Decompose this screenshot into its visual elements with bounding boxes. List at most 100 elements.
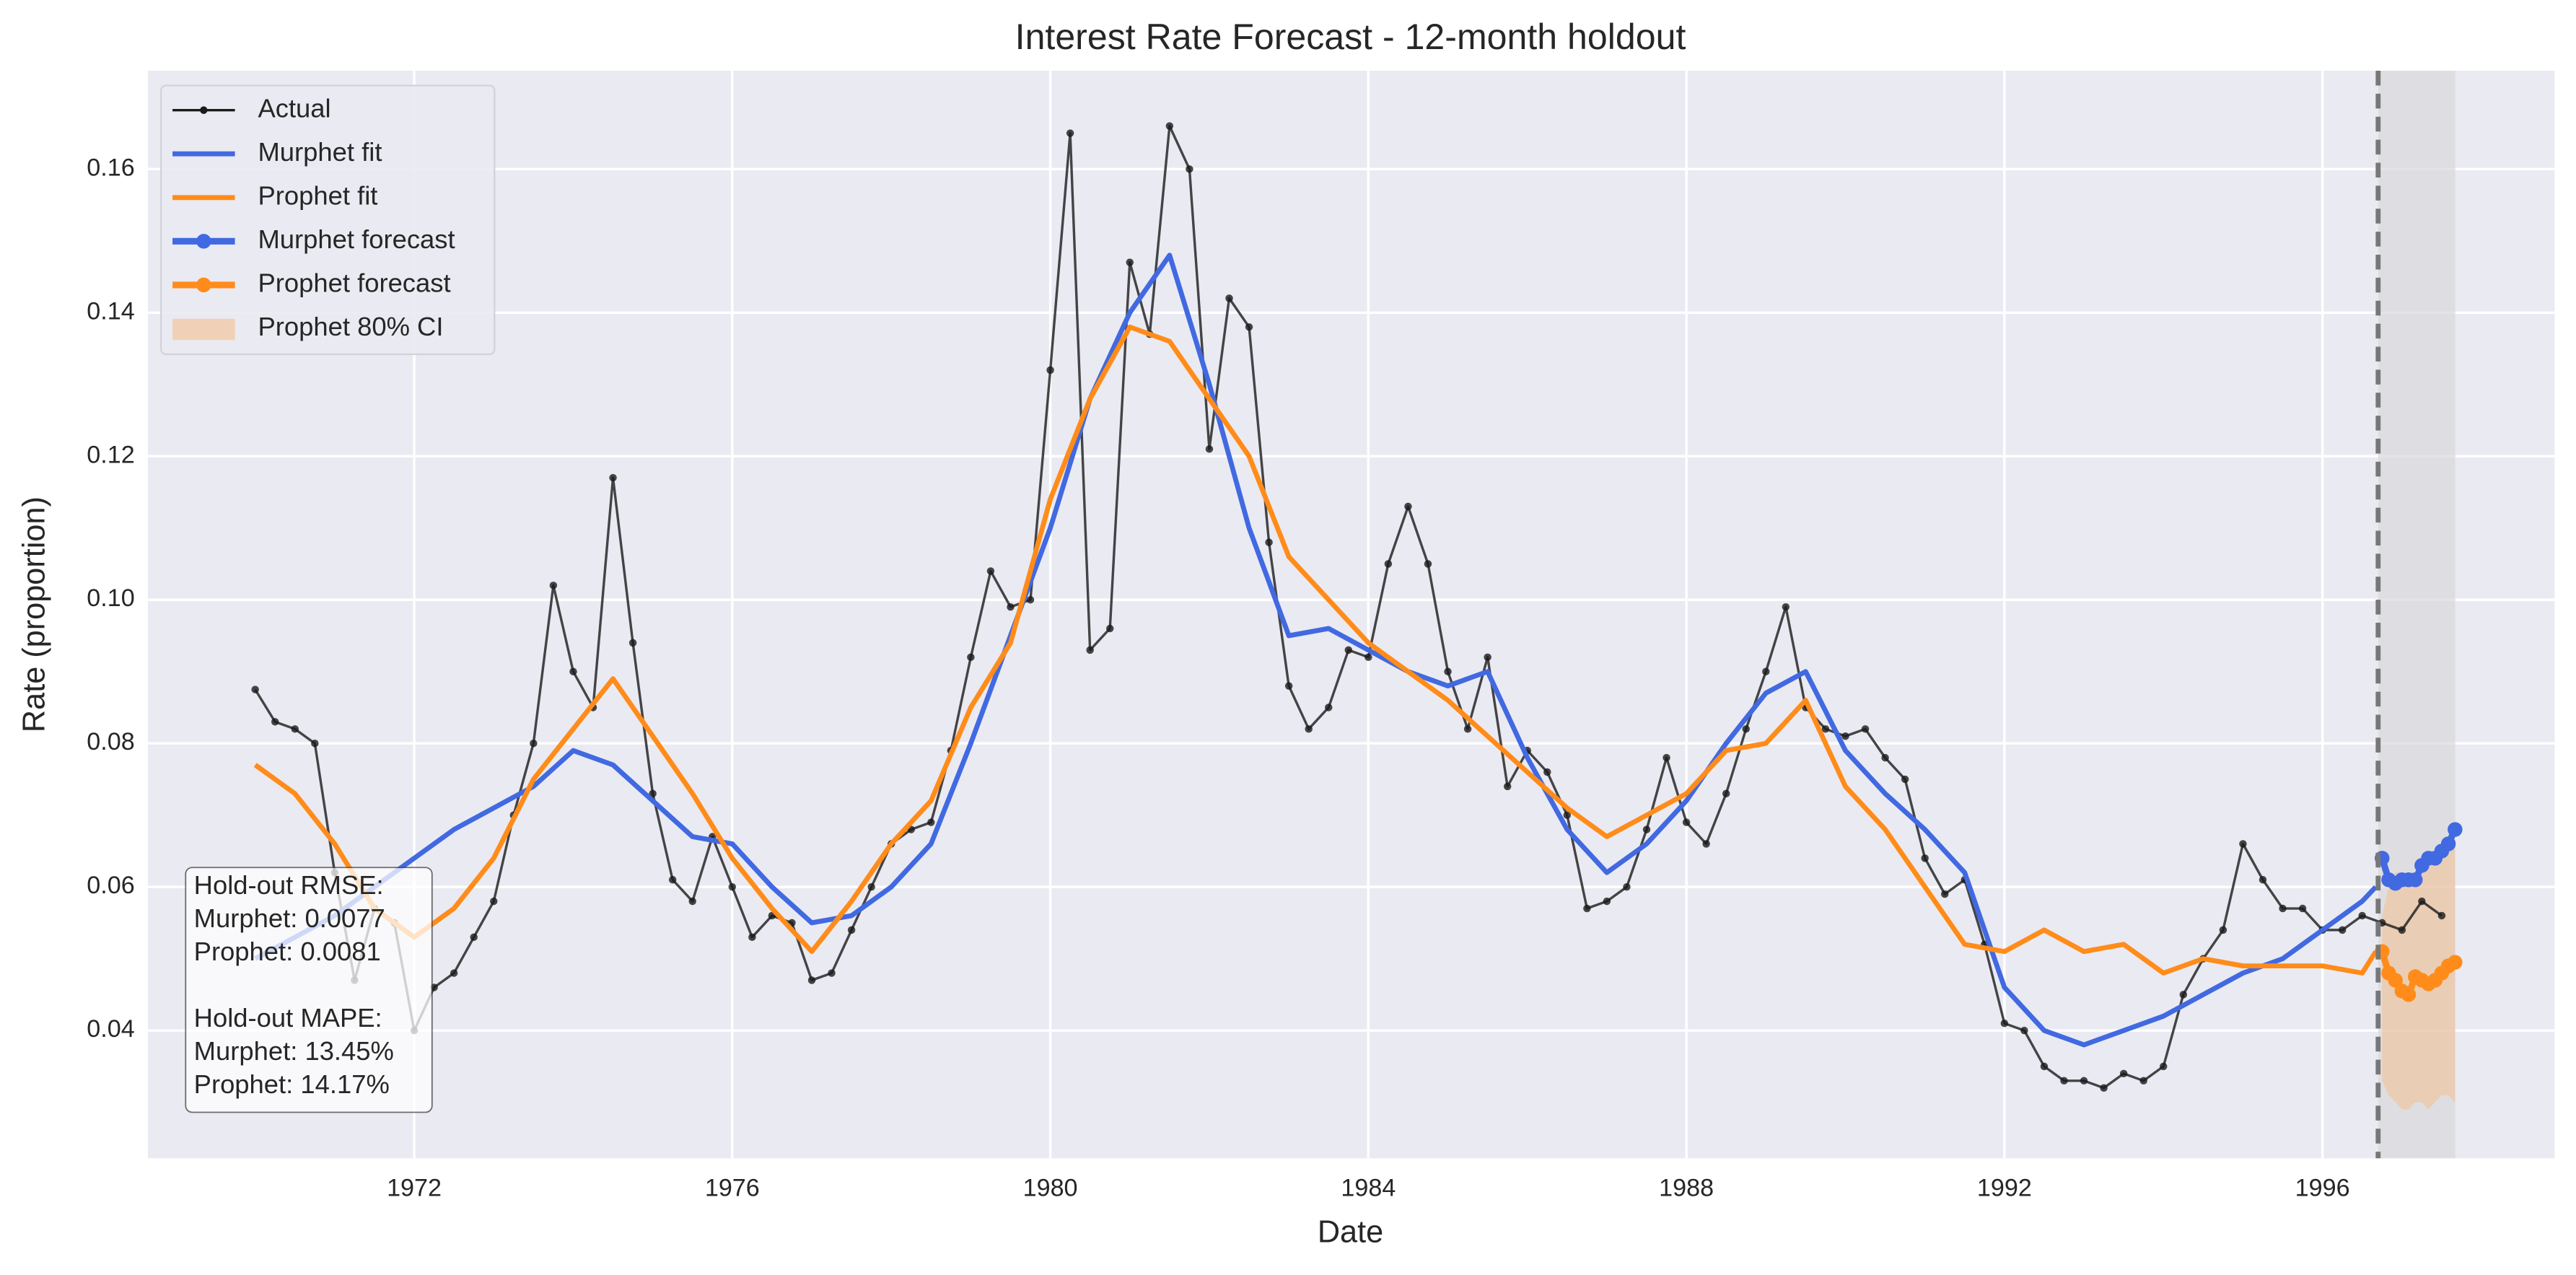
series-point (2401, 987, 2417, 1002)
series-point (1404, 502, 1412, 511)
series-point (668, 875, 677, 884)
legend-swatch (172, 318, 235, 341)
series-point (1305, 725, 1313, 733)
y-tick-label: 0.08 (87, 728, 134, 755)
legend-label: Murphet fit (258, 137, 382, 167)
legend-box (159, 84, 496, 356)
series-point (2179, 991, 2188, 999)
annotation-text: Prophet: 0.0081 (194, 937, 381, 966)
x-axis-label: Date (1318, 1214, 1383, 1249)
annotation-text: Prophet: 14.17% (194, 1069, 390, 1099)
series-point (1702, 840, 1710, 848)
series-point (2000, 1019, 2009, 1028)
series-point (2338, 926, 2347, 934)
series-point (569, 667, 577, 675)
annotation-text: Hold-out MAPE: (194, 1003, 382, 1033)
y-tick-label: 0.06 (87, 872, 134, 899)
annotation-box (185, 867, 433, 1113)
y-tick-label: 0.14 (87, 297, 134, 325)
series-point (1484, 653, 1491, 662)
series-point (1583, 904, 1591, 913)
series-point (1623, 882, 1631, 891)
series-point (291, 725, 299, 733)
series-point (1225, 294, 1233, 302)
series-point (2060, 1077, 2068, 1085)
series-point (2440, 836, 2456, 851)
series-point (649, 789, 657, 798)
series-point (1463, 725, 1472, 733)
series-point (1563, 811, 1572, 819)
annotation-text: Murphet: 13.45% (194, 1036, 394, 1066)
series-point (2259, 875, 2267, 884)
series-point (1881, 753, 1889, 762)
series-point (1364, 653, 1372, 662)
series-point (2448, 822, 2463, 837)
chart-title: Interest Rate Forecast - 12-month holdou… (1015, 17, 1686, 57)
series-point (1782, 603, 1790, 611)
series-point (1722, 789, 1730, 798)
series-point (1543, 768, 1551, 776)
series-point (1762, 667, 1770, 675)
series-point (2080, 1077, 2088, 1085)
legend-label: Prophet fit (258, 180, 377, 210)
series-point (1325, 704, 1333, 711)
series-line (254, 253, 2378, 1048)
series-point (530, 739, 538, 748)
x-tick-label: 1988 (1659, 1175, 1714, 1202)
series-point (847, 926, 856, 934)
series-point (1066, 129, 1074, 137)
x-tick-label: 1984 (1341, 1175, 1396, 1202)
series-point (1424, 560, 1432, 568)
series-line (253, 324, 2378, 976)
legend-label: Murphet forecast (258, 224, 455, 254)
series-point (470, 933, 478, 942)
series-point (2219, 926, 2227, 934)
series-point (1344, 646, 1353, 654)
series-point (1086, 646, 1094, 654)
series-point (1265, 538, 1273, 546)
series-point (2020, 1026, 2028, 1035)
x-tick-label: 1972 (387, 1175, 442, 1202)
series-point (867, 882, 875, 891)
series-point (1105, 624, 1114, 633)
series-point (628, 639, 637, 647)
series-point (1841, 732, 1849, 740)
series-point (828, 969, 836, 977)
series-point (2358, 911, 2366, 920)
series-point (1444, 667, 1452, 675)
series-point (1245, 323, 1253, 331)
series-point (2407, 872, 2423, 888)
series-point (2418, 897, 2426, 906)
series-point (450, 969, 458, 977)
y-axis-label: Rate (proportion) (17, 496, 52, 732)
series-point (2139, 1077, 2147, 1085)
legend-marker (196, 234, 211, 249)
y-tick-label: 0.16 (87, 154, 134, 181)
series-point (2398, 926, 2406, 934)
legend-label: Prophet 80% CI (258, 312, 443, 341)
series-point (927, 818, 935, 826)
series-point (2298, 904, 2307, 913)
series-point (251, 685, 259, 693)
series-point (2100, 1084, 2108, 1092)
annotation-text: Hold-out RMSE: (194, 870, 384, 900)
legend-label: Actual (258, 93, 330, 123)
series-point (967, 653, 975, 662)
series-point (1503, 782, 1512, 791)
series-point (1205, 445, 1214, 453)
x-tick-label: 1992 (1977, 1175, 2032, 1202)
series-point (271, 718, 279, 726)
series-point (1921, 854, 1929, 862)
series-point (1742, 725, 1750, 733)
series-point (2388, 973, 2403, 988)
y-tick-label: 0.12 (87, 441, 134, 468)
series-point (1384, 560, 1393, 568)
series-point (728, 882, 737, 891)
legend-marker (200, 106, 208, 114)
series-point (2119, 1069, 2128, 1078)
series-point (1126, 258, 1134, 266)
series-point (2279, 904, 2287, 913)
series-point (1642, 825, 1651, 833)
